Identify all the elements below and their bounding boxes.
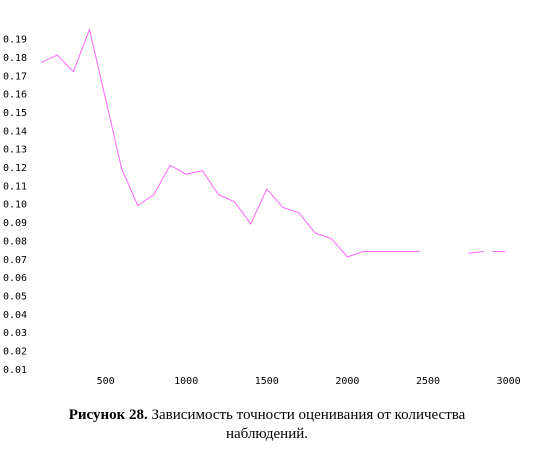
series-lines (40, 27, 506, 258)
y-tick-label: 0.12 (3, 163, 27, 174)
x-tick-label: 500 (97, 376, 115, 387)
y-tick-label: 0.05 (3, 291, 27, 302)
x-tick-label: 2000 (335, 376, 359, 387)
series-line-segment (40, 27, 420, 258)
x-tick-label: 1000 (174, 376, 198, 387)
y-tick-label: 0.07 (3, 255, 27, 266)
y-tick-label: 0.19 (3, 35, 27, 46)
x-axis-tick-labels: 500 1000 1500 2000 2500 3000 (97, 376, 521, 387)
y-tick-label: 0.04 (3, 310, 27, 321)
y-axis-tick-labels: 0.01 0.02 0.03 0.04 0.05 0.06 0.07 0.08 0.09 0.10… (3, 35, 27, 376)
y-tick-label: 0.13 (3, 145, 27, 156)
y-tick-label: 0.09 (3, 218, 27, 229)
y-tick-label: 0.01 (3, 365, 27, 376)
y-tick-label: 0.10 (3, 200, 27, 211)
x-tick-label: 2500 (416, 376, 440, 387)
series-line-segment (468, 250, 485, 254)
caption-label: Рисунок 28. (68, 407, 148, 423)
caption-text-line2: наблюдений. (226, 426, 308, 442)
x-tick-label: 3000 (497, 376, 521, 387)
y-tick-label: 0.03 (3, 328, 27, 339)
y-tick-label: 0.06 (3, 273, 27, 284)
figure-caption: Рисунок 28. Зависимость точности оценива… (20, 406, 514, 444)
y-tick-label: 0.08 (3, 236, 27, 247)
x-tick-label: 1500 (255, 376, 279, 387)
caption-text: Зависимость точности оценивания от колич… (147, 407, 466, 423)
line-chart: 0.01 0.02 0.03 0.04 0.05 0.06 0.07 0.08 0.09 0.10… (3, 27, 521, 387)
y-tick-label: 0.17 (3, 71, 27, 82)
y-tick-label: 0.18 (3, 53, 27, 64)
y-tick-label: 0.11 (3, 181, 27, 192)
y-tick-label: 0.02 (3, 347, 27, 358)
y-tick-label: 0.15 (3, 108, 27, 119)
y-tick-label: 0.16 (3, 90, 27, 101)
y-tick-label: 0.14 (3, 126, 27, 137)
